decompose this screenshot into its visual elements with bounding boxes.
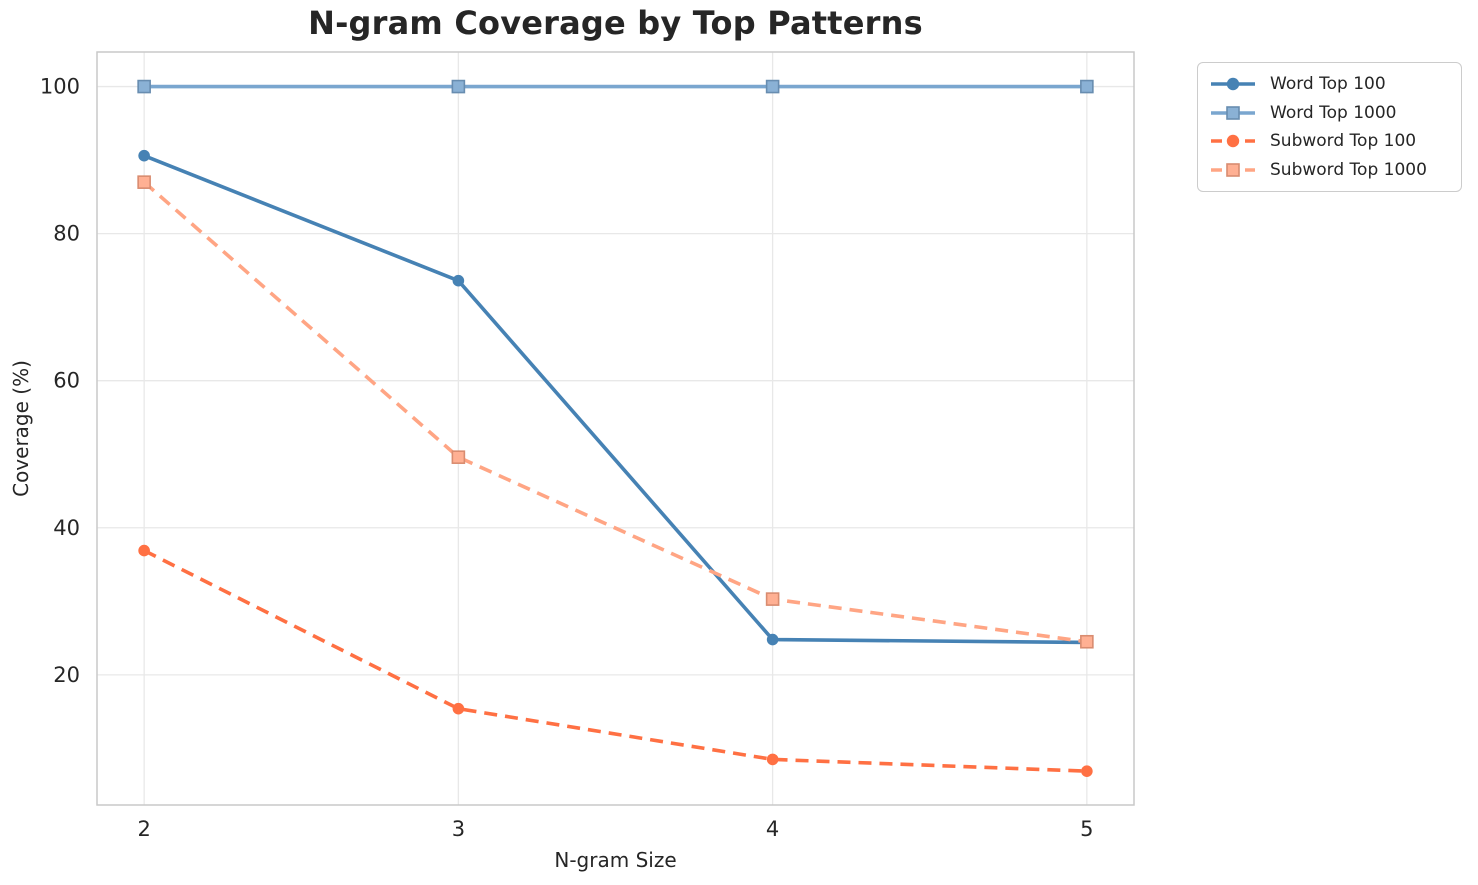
- x-axis-label: N-gram Size: [554, 848, 676, 872]
- x-tick-label: 2: [137, 817, 150, 841]
- data-point-word-top-100-x4: [766, 633, 779, 646]
- legend-sample-word-top-100: [1211, 78, 1255, 91]
- legend-circle-marker-icon: [1226, 135, 1240, 148]
- data-point-subword-top-1000-x5: [1080, 634, 1094, 649]
- legend-square-marker-icon: [1226, 105, 1240, 120]
- y-tick-label: 60: [53, 369, 80, 393]
- legend-sample-subword-top-100: [1211, 135, 1255, 148]
- data-point-subword-top-1000-x3: [451, 450, 466, 464]
- data-point-word-top-1000-x2: [137, 79, 151, 94]
- chart-title: N-gram Coverage by Top Patterns: [308, 4, 923, 42]
- data-point-word-top-1000-x3: [451, 79, 466, 94]
- x-tick-label: 5: [1080, 817, 1093, 841]
- data-point-word-top-100-x3: [452, 274, 465, 287]
- legend-item-label: Word Top 100: [1270, 74, 1386, 95]
- data-point-subword-top-1000-x4: [765, 592, 780, 606]
- series-line-subword-top-100: [143, 548, 1087, 773]
- legend-item-label: Subword Top 100: [1270, 131, 1417, 152]
- legend-sample-word-top-1000: [1211, 105, 1255, 120]
- x-tick-label: 4: [766, 817, 779, 841]
- legend-item-subword-top-100: Subword Top 100: [1210, 128, 1449, 154]
- x-tick-label: 3: [452, 817, 465, 841]
- data-point-word-top-100-x2: [138, 149, 150, 162]
- y-axis-label: Coverage (%): [9, 360, 33, 497]
- legend-circle-marker-icon: [1226, 78, 1240, 91]
- legend: Word Top 100 Word Top 1000 Subword Top 100…: [1197, 62, 1462, 192]
- legend-item-word-top-1000: Word Top 1000: [1210, 100, 1449, 126]
- data-point-subword-top-100-x3: [452, 702, 465, 715]
- legend-square-marker-icon: [1226, 162, 1240, 177]
- data-point-word-top-1000-x5: [1080, 79, 1094, 94]
- y-tick-label: 80: [53, 222, 80, 246]
- legend-item-word-top-100: Word Top 100: [1210, 71, 1449, 97]
- series-line-subword-top-1000: [142, 180, 1088, 644]
- y-tick-label: 100: [40, 75, 80, 99]
- series-line-word-top-100: [142, 153, 1089, 645]
- legend-item-label: Word Top 1000: [1270, 102, 1397, 123]
- y-tick-label: 20: [53, 663, 80, 687]
- data-point-subword-top-1000-x2: [137, 175, 151, 189]
- legend-item-subword-top-1000: Subword Top 1000: [1210, 157, 1449, 183]
- data-point-subword-top-100-x5: [1081, 765, 1093, 777]
- legend-item-label: Subword Top 1000: [1270, 159, 1427, 180]
- legend-sample-subword-top-1000: [1211, 162, 1255, 177]
- plot-border: [96, 51, 1135, 806]
- y-tick-label: 40: [53, 516, 80, 540]
- data-point-subword-top-100-x2: [138, 544, 150, 557]
- data-point-word-top-1000-x4: [765, 79, 780, 94]
- data-point-subword-top-100-x4: [766, 753, 779, 766]
